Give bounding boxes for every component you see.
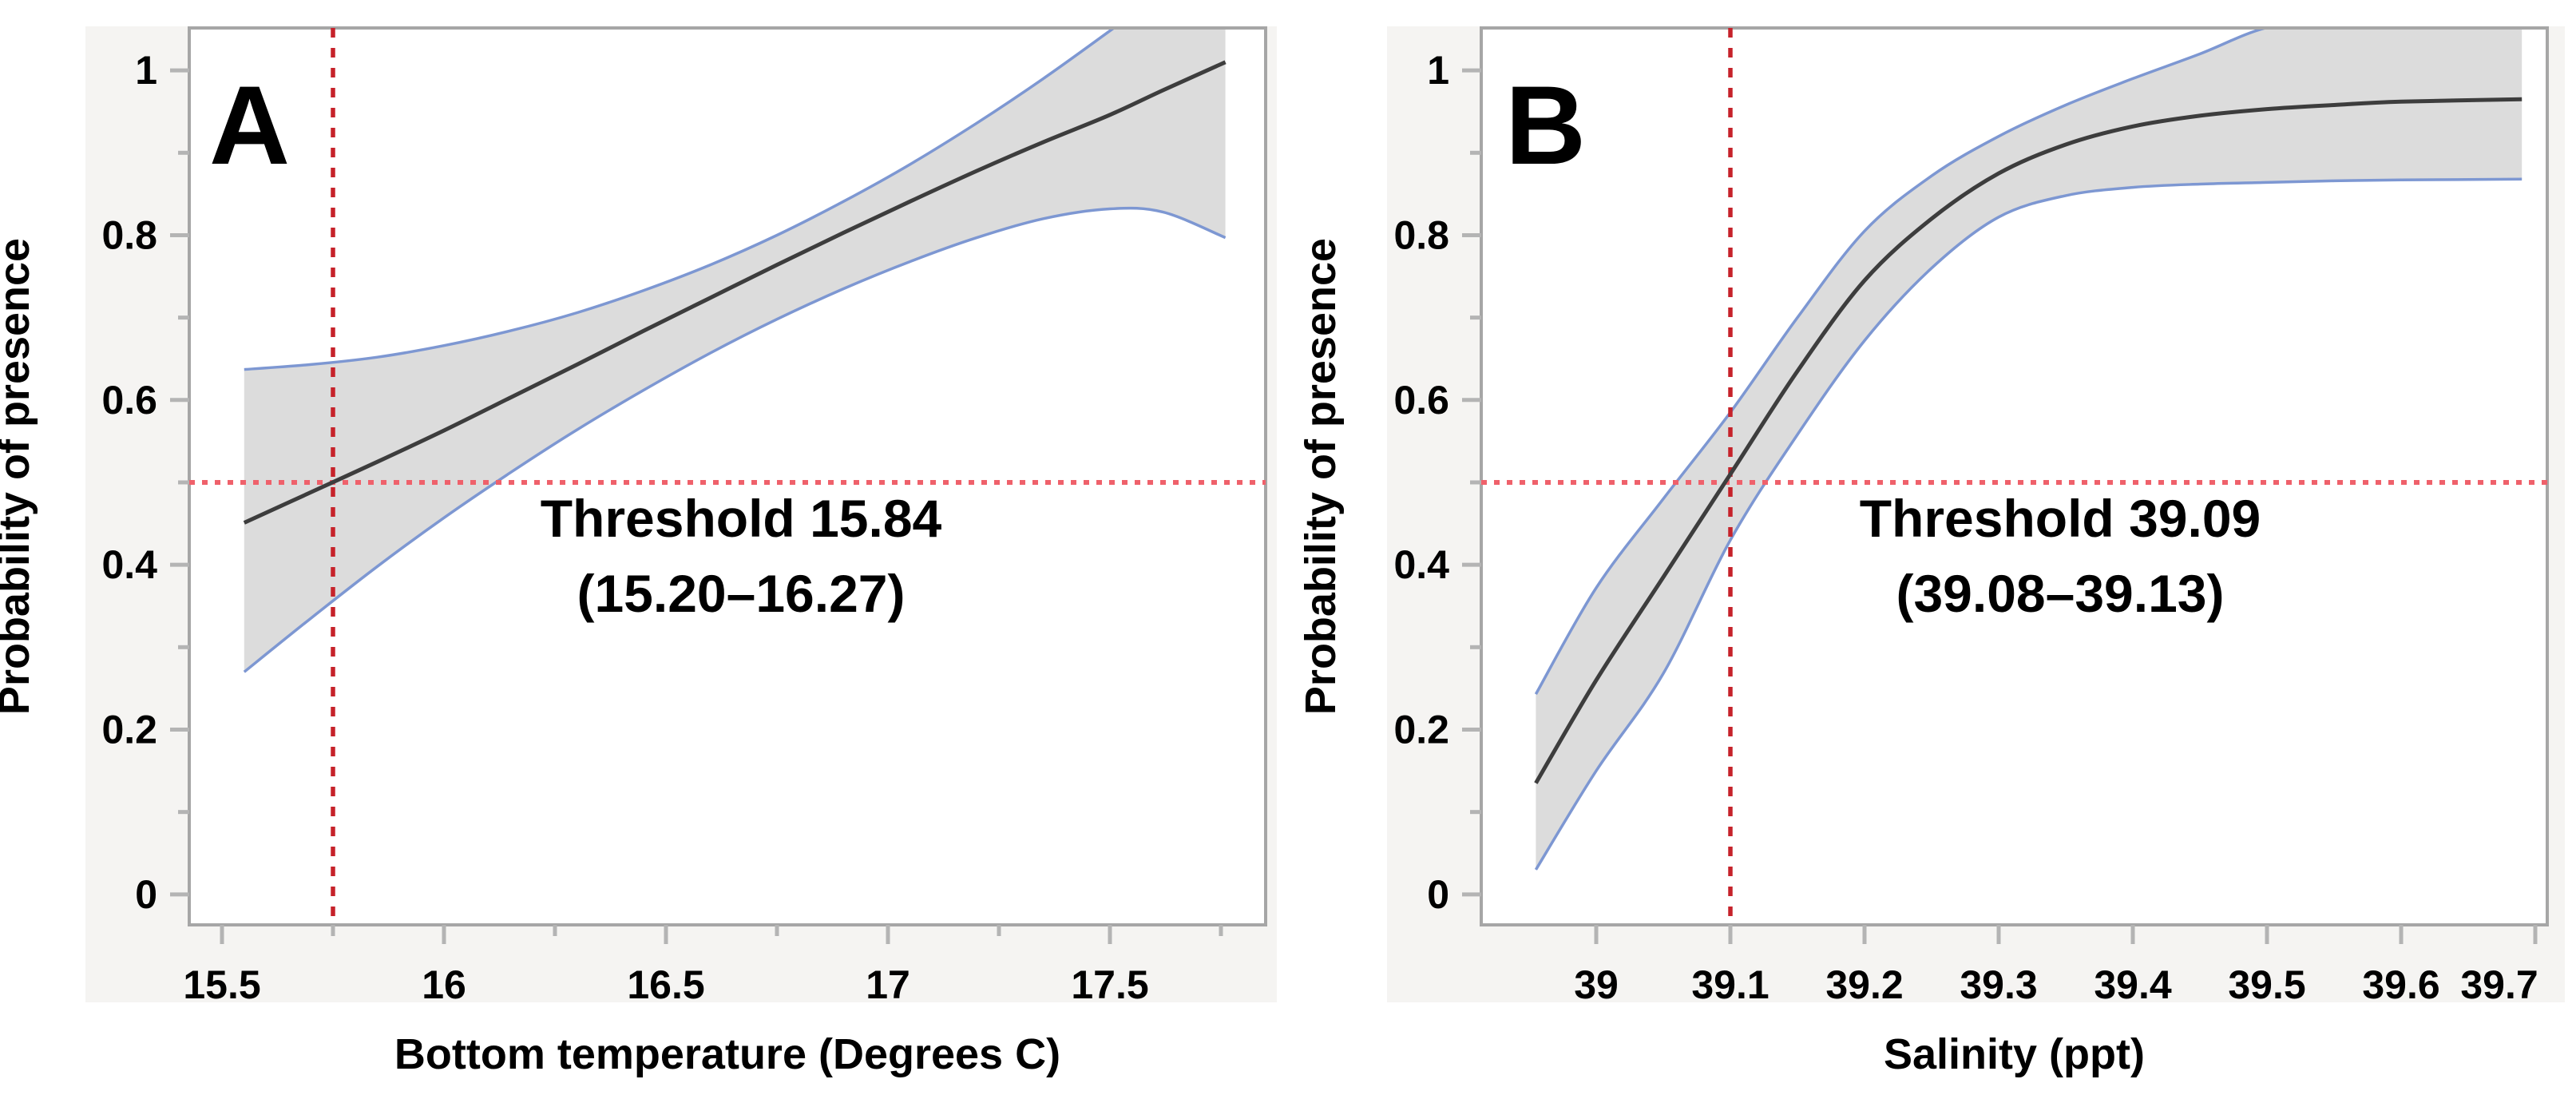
upper-confidence-limit-line (1534, 30, 2265, 695)
panel-letter-B: B (1505, 62, 1586, 188)
y-axis-tick-label: 0 (1427, 872, 1449, 917)
y-axis-tick-label: 0.2 (101, 707, 157, 752)
x-axis-tick-label: 16.5 (627, 962, 704, 1007)
y-axis-title: Probability of presence (0, 238, 38, 715)
y-axis-tick-label: 1 (1427, 48, 1449, 93)
x-axis-tick-label: 39 (1574, 962, 1619, 1007)
x-axis-tick-label: 16 (422, 962, 466, 1007)
y-axis-title: Probability of presence (1297, 238, 1345, 715)
threshold-annotation-line2: (39.08–39.13) (1896, 564, 2225, 623)
x-axis-tick-label: 17.5 (1071, 962, 1148, 1007)
panel-letter-A: A (209, 62, 290, 188)
y-axis-tick-label: 0.8 (1393, 212, 1449, 257)
fitted-probability-curve (1534, 97, 2522, 784)
threshold-annotation-line1: Threshold 15.84 (541, 489, 942, 548)
y-axis-tick-label: 0.8 (101, 212, 157, 257)
x-axis-tick-label: 39.2 (1825, 962, 1903, 1007)
y-axis-tick-label: 0.2 (1393, 707, 1449, 752)
x-axis-tick-label: 39.7 (2460, 962, 2538, 1007)
y-axis-tick-label: 0.6 (1393, 378, 1449, 423)
y-axis-tick-label: 0.6 (101, 378, 157, 423)
x-axis-title: Salinity (ppt) (1884, 1030, 2145, 1078)
x-axis-tick-label: 39.6 (2362, 962, 2439, 1007)
y-axis-tick-label: 0 (135, 872, 157, 917)
x-axis-tick-label: 39.3 (1960, 962, 2037, 1007)
y-axis-tick-label: 1 (135, 48, 157, 93)
x-axis-tick-label: 17 (866, 962, 910, 1007)
lower-confidence-limit-line (243, 206, 1227, 673)
x-axis-tick-label: 39.4 (2094, 962, 2172, 1007)
lower-confidence-limit-line (1534, 177, 2522, 871)
y-axis-tick-label: 0.4 (1393, 542, 1449, 587)
confidence-band (244, 30, 1226, 672)
x-axis-title: Bottom temperature (Degrees C) (394, 1030, 1060, 1078)
upper-confidence-limit-line (244, 30, 1115, 371)
x-axis-tick-label: 39.1 (1691, 962, 1769, 1007)
x-axis-tick-label: 15.5 (183, 962, 260, 1007)
fitted-probability-curve (243, 60, 1227, 525)
threshold-annotation-line2: (15.20–16.27) (577, 564, 906, 623)
threshold-annotation-line1: Threshold 39.09 (1860, 489, 2261, 548)
confidence-band (1536, 30, 2522, 870)
x-axis-tick-label: 39.5 (2228, 962, 2305, 1007)
y-axis-tick-label: 0.4 (101, 542, 157, 587)
